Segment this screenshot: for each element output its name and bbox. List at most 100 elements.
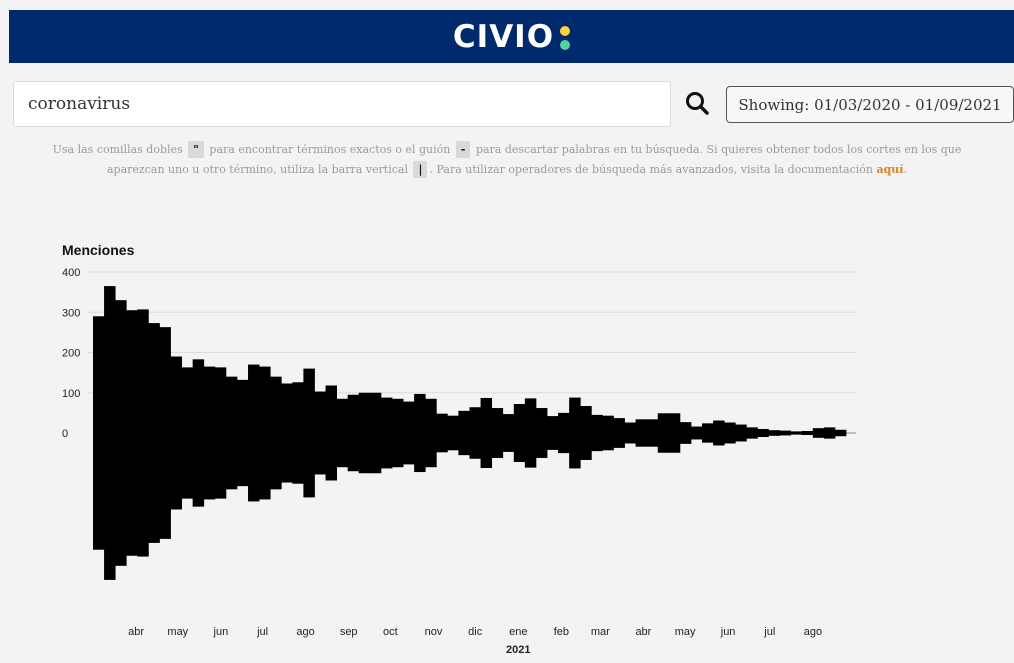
bar: [159, 327, 171, 539]
help-text-4: . Para utilizar operadores de búsqueda m…: [429, 163, 873, 176]
bar: [547, 416, 559, 450]
bar: [491, 408, 504, 458]
bar: [668, 413, 681, 453]
x-tick-label: sep: [340, 626, 358, 638]
bar: [391, 398, 404, 468]
bar: [115, 300, 127, 566]
help-text-1: Usa las comillas dobles: [52, 143, 183, 156]
bar: [93, 316, 105, 550]
bar: [768, 430, 780, 436]
bar: [447, 415, 459, 451]
bar: [380, 397, 393, 469]
logo-text: CIVIO: [452, 18, 555, 55]
search-help-text: Usa las comillas dobles " para encontrar…: [40, 140, 974, 180]
search-icon: [686, 92, 709, 115]
mentions-chart: 0 100 200 300 400 abr may jun jul ago sep oct nov di…: [62, 242, 856, 656]
help-code-pipe: |: [413, 161, 428, 178]
bar: [303, 368, 315, 498]
bar: [535, 408, 548, 458]
bar: [801, 430, 814, 436]
x-tick-label: jul: [256, 626, 268, 638]
bar: [358, 392, 371, 474]
site-header: CIVIO: [9, 10, 1014, 63]
bar: [823, 427, 836, 439]
bar: [181, 367, 194, 499]
bar: [580, 406, 592, 460]
bar: [602, 415, 614, 451]
y-axis-label: Menciones: [62, 242, 135, 258]
logo-dots-icon: [560, 25, 571, 50]
bar: [702, 423, 714, 443]
bar: [281, 383, 293, 483]
date-range-button[interactable]: Showing: 01/03/2020 - 01/09/2021: [726, 86, 1014, 123]
x-tick-label: may: [167, 626, 188, 638]
bar: [259, 366, 271, 500]
bar: [513, 404, 526, 462]
bar: [713, 420, 725, 446]
bar: [170, 356, 182, 510]
bar: [790, 431, 803, 435]
bar: [679, 422, 692, 444]
x-tick-label: ago: [296, 626, 314, 638]
help-text-5: .: [903, 163, 907, 176]
x-tick-label: mar: [591, 626, 610, 638]
x-tick-label: jun: [213, 626, 229, 638]
help-code-quotes: ": [188, 141, 204, 158]
bar: [458, 410, 470, 456]
bar: [137, 309, 149, 557]
documentation-link[interactable]: aquí: [876, 163, 904, 176]
bar: [779, 430, 792, 436]
bar: [812, 428, 825, 438]
bar: [480, 397, 493, 469]
bar: [414, 393, 426, 473]
x-tick-label: abr: [128, 626, 144, 638]
bar: [657, 413, 670, 453]
bar: [558, 412, 570, 454]
x-tick-label: abr: [635, 626, 651, 638]
help-text-2: para encontrar términos exactos o el gui…: [209, 143, 451, 156]
x-tick-label: nov: [425, 626, 443, 638]
bar: [735, 424, 747, 442]
help-code-dash: -: [455, 141, 471, 158]
bar: [613, 418, 625, 448]
y-tick-label: 200: [62, 348, 80, 360]
logo-dot-green: [560, 39, 571, 50]
x-tick-label: jun: [720, 626, 736, 638]
bar: [236, 379, 249, 487]
bar: [270, 376, 282, 490]
bar: [757, 428, 769, 438]
bar: [690, 426, 703, 440]
x-tick-label: dic: [468, 626, 483, 638]
bar: [336, 398, 349, 468]
bar: [248, 364, 260, 502]
bar: [403, 401, 415, 465]
bar: [834, 429, 847, 437]
civio-logo[interactable]: CIVIO: [452, 18, 571, 55]
y-tick-label: 400: [62, 267, 80, 279]
bar: [469, 407, 481, 459]
bar: [347, 394, 360, 472]
bar: [635, 419, 648, 447]
bar: [325, 385, 338, 481]
x-tick-label: ene: [509, 626, 527, 638]
bar: [646, 419, 659, 447]
bar: [436, 413, 448, 453]
bar: [624, 422, 636, 444]
help-text-3: para descartar palabras en tu búsqueda. …: [107, 143, 962, 176]
bar: [214, 367, 227, 499]
search-button[interactable]: [680, 86, 716, 122]
bar: [225, 376, 238, 490]
bar: [104, 286, 116, 580]
x-tick-label: jul: [763, 626, 775, 638]
logo-dot-yellow: [560, 25, 571, 36]
search-input[interactable]: [13, 81, 671, 127]
bar: [148, 323, 160, 543]
bar: [126, 310, 138, 556]
y-tick-label: 0: [62, 428, 68, 440]
x-tick-label: oct: [383, 626, 398, 638]
bar: [369, 392, 382, 474]
bar: [746, 427, 758, 439]
x-year-label: 2021: [506, 644, 530, 656]
bar: [192, 359, 205, 507]
bar: [425, 398, 437, 468]
